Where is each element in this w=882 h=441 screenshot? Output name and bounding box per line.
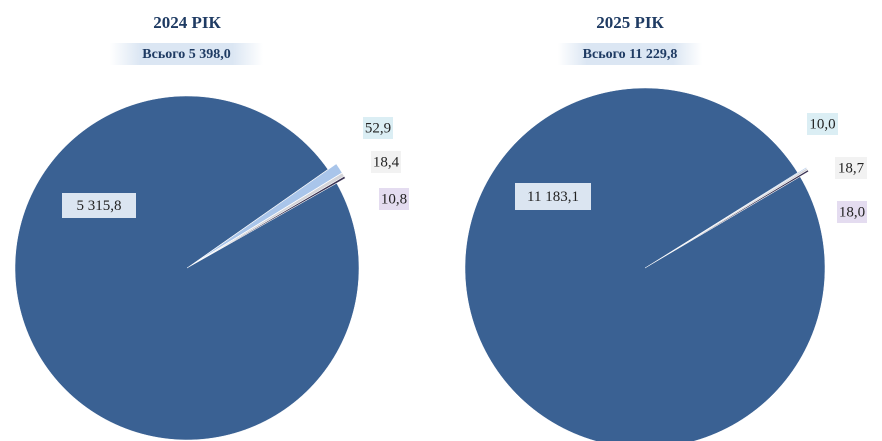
data-label-box <box>371 151 401 173</box>
chart-title: 2025 РІК <box>596 13 664 32</box>
subtitle-box <box>110 43 263 65</box>
data-label: 18,7 <box>838 160 865 176</box>
data-label: 10,0 <box>809 116 835 132</box>
data-label: 18,4 <box>373 154 400 170</box>
data-label: 18,0 <box>839 204 865 220</box>
data-label-box <box>379 188 409 210</box>
data-label: 10,8 <box>381 191 407 207</box>
subtitle-box <box>558 43 702 65</box>
pie-slice <box>195 163 343 263</box>
data-label: 52,9 <box>365 120 391 136</box>
pie-slice <box>195 176 346 264</box>
chart-title: 2024 РІК <box>153 13 221 32</box>
pie-slice <box>14 95 360 441</box>
data-label-box <box>837 201 867 223</box>
data-label-box <box>835 157 867 179</box>
data-label-box <box>62 193 136 218</box>
data-label-box <box>807 113 838 135</box>
data-label-box <box>363 117 393 139</box>
pie-slice <box>464 87 826 441</box>
pie-slice <box>653 169 810 264</box>
data-label: 5 315,8 <box>77 198 122 214</box>
data-label-box <box>515 183 591 210</box>
data-label: 11 183,1 <box>527 189 579 205</box>
chart-subtitle: Всього 11 229,8 <box>583 47 678 62</box>
chart-subtitle: Всього 5 398,0 <box>142 47 230 62</box>
